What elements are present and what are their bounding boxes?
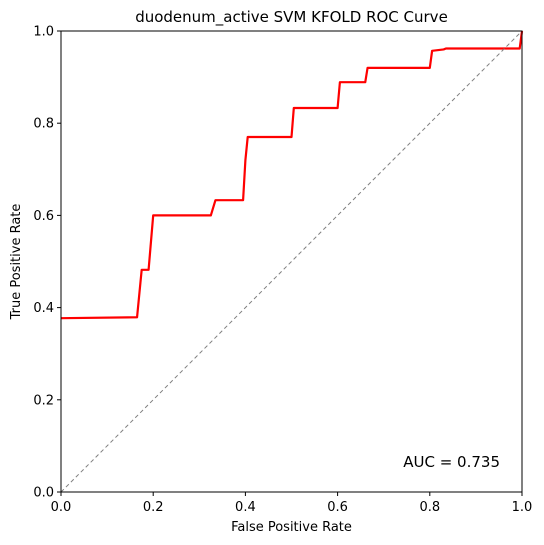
y-axis-label: True Positive Rate — [9, 204, 24, 321]
x-tick-label: 0.4 — [235, 500, 256, 515]
plot-frame — [60, 30, 523, 493]
x-axis-label: False Positive Rate — [231, 520, 352, 535]
roc-curve-line — [60, 30, 524, 320]
auc-annotation: AUC = 0.735 — [403, 453, 500, 471]
y-tick-label: 0.2 — [33, 393, 54, 408]
y-tick-label: 0.8 — [33, 117, 54, 132]
series-layer — [60, 30, 524, 493]
y-tick-label: 0.0 — [33, 486, 54, 501]
x-tick-label: 1.0 — [512, 500, 533, 515]
x-tick-label: 0.0 — [51, 500, 72, 515]
chart-title: duodenum_active SVM KFOLD ROC Curve — [135, 8, 448, 27]
y-tick-label: 1.0 — [33, 25, 54, 40]
ticks-layer: 0.0 0.2 0.4 0.6 0.8 1.0 0.0 0.2 0.4 0.6 0.8 1.0 — [33, 25, 532, 516]
chance-diagonal-line — [60, 30, 523, 493]
x-tick-label: 0.2 — [143, 500, 164, 515]
y-tick-label: 0.6 — [33, 209, 54, 224]
x-tick-label: 0.6 — [327, 500, 348, 515]
x-tick-label: 0.8 — [419, 500, 440, 515]
y-tick-label: 0.4 — [33, 301, 54, 316]
